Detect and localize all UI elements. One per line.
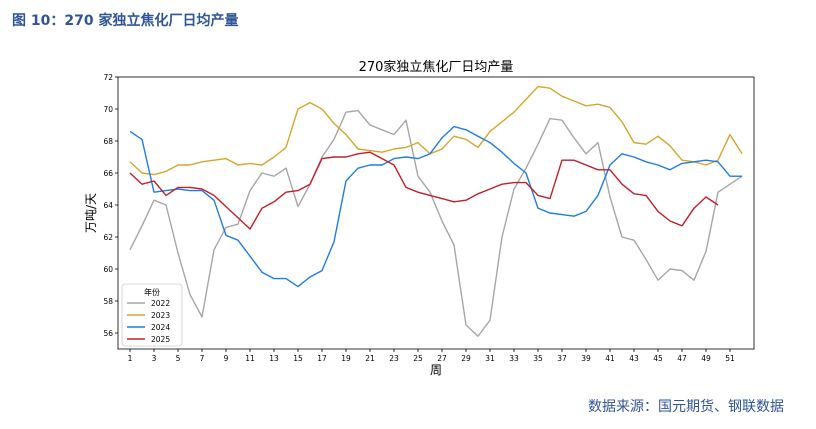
- x-tick-label: 45: [653, 354, 663, 363]
- y-tick-label: 70: [103, 105, 113, 114]
- legend-label-2024: 2024: [151, 323, 170, 332]
- plot-frame: [117, 76, 755, 350]
- x-tick-label: 49: [701, 354, 711, 363]
- x-tick-label: 1: [128, 354, 133, 363]
- y-axis-label: 万吨/天: [84, 193, 98, 233]
- x-tick-label: 29: [461, 354, 471, 363]
- x-tick-label: 41: [605, 354, 615, 363]
- axis-ticks: 1 3 5 7 9 11 13 15 17 19 21 23 25 27 29 31 33 35 37 39 41 43 4…: [103, 73, 735, 363]
- y-tick-label: 64: [103, 201, 113, 210]
- legend-title: 年份: [144, 287, 160, 297]
- y-tick-label: 62: [103, 233, 113, 242]
- y-tick-label: 56: [103, 329, 113, 338]
- x-tick-label: 39: [581, 354, 591, 363]
- figure-caption: 图 10：270 家独立焦化厂日均产量: [12, 13, 239, 29]
- x-tick-label: 9: [224, 354, 229, 363]
- y-tick-label: 60: [103, 265, 113, 274]
- legend-box: [121, 283, 183, 347]
- legend-label-2022: 2022: [151, 299, 170, 308]
- x-tick-label: 43: [629, 354, 639, 363]
- x-axis-label: 周: [430, 363, 442, 377]
- x-tick-label: 3: [152, 354, 157, 363]
- legend-label-2023: 2023: [151, 311, 170, 320]
- x-tick-label: 7: [200, 354, 205, 363]
- x-tick-label: 21: [365, 354, 375, 363]
- series-line-2022: [129, 109, 743, 337]
- chart-title: 270家独立焦化厂日均产量: [359, 59, 514, 75]
- series-line-2024: [129, 125, 742, 288]
- x-tick-label: 35: [533, 354, 543, 363]
- x-tick-label: 17: [317, 354, 327, 363]
- y-tick-label: 66: [103, 169, 113, 178]
- x-tick-label: 13: [269, 354, 279, 363]
- series-lines: [129, 85, 743, 337]
- x-tick-label: 51: [725, 354, 735, 363]
- x-tick-label: 19: [341, 354, 351, 363]
- x-tick-label: 33: [509, 354, 519, 363]
- legend: 年份 2022 2023 2024 2025: [121, 283, 183, 347]
- x-tick-label: 27: [437, 354, 447, 363]
- x-tick-label: 25: [413, 354, 423, 363]
- series-line-2025: [129, 151, 719, 230]
- x-tick-label: 31: [485, 354, 495, 363]
- y-tick-label: 72: [103, 73, 113, 82]
- y-tick-label: 58: [103, 297, 113, 306]
- legend-label-2025: 2025: [151, 335, 170, 344]
- x-tick-label: 5: [176, 354, 181, 363]
- x-tick-label: 15: [293, 354, 303, 363]
- x-tick-label: 11: [245, 354, 255, 363]
- x-tick-label: 47: [677, 354, 687, 363]
- y-tick-label: 68: [103, 137, 113, 146]
- source-note: 数据来源：国元期货、钢联数据: [588, 399, 784, 415]
- series-line-2023: [129, 85, 743, 176]
- x-tick-label: 23: [389, 354, 399, 363]
- x-tick-label: 37: [557, 354, 567, 363]
